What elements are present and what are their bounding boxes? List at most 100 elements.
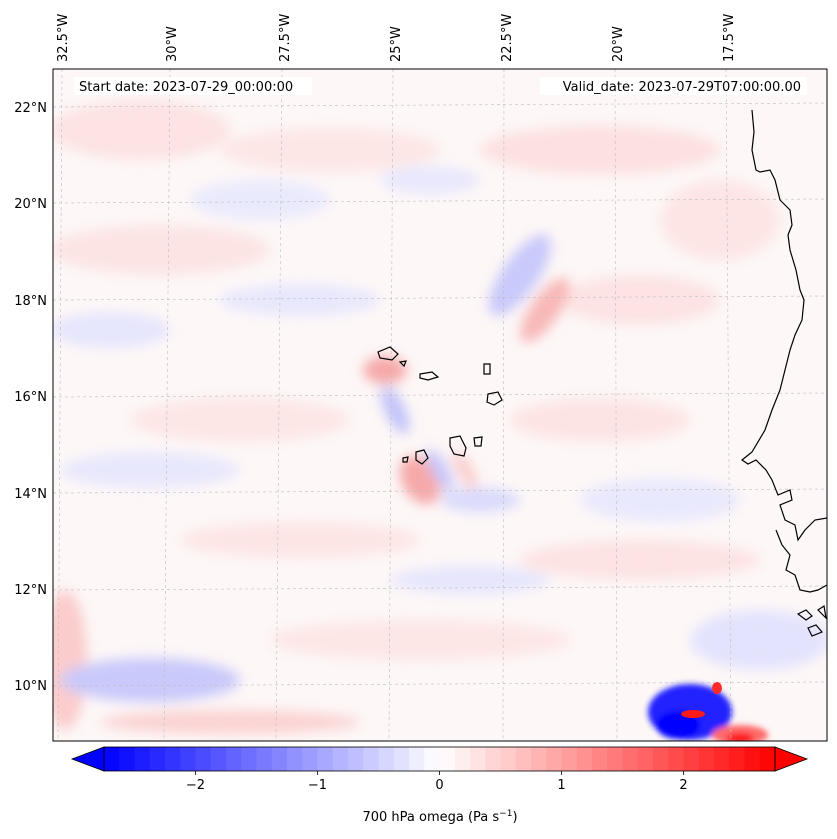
colorbar-segment: [363, 747, 380, 771]
colorbar-segment: [668, 747, 685, 771]
colorbar-title: 700 hPa omega (Pa s−1): [362, 809, 517, 825]
africa-coast-south: [775, 529, 827, 593]
lon-label-17-5w: 17.5°W: [722, 14, 737, 62]
colorbar-segment: [104, 747, 120, 771]
map-panel: Start date: 2023-07-29_00:00:00 Valid_da…: [53, 69, 827, 741]
gridlines: [53, 69, 827, 741]
colorbar-segment: [744, 747, 761, 771]
map-frame: [52, 68, 828, 742]
red-core-2: [712, 682, 722, 694]
colorbar-segment: [348, 747, 364, 771]
santo-antao: [377, 346, 399, 361]
boa-vista: [486, 391, 503, 406]
colorbar-segment: [637, 747, 654, 771]
maio: [473, 436, 483, 447]
sal: [483, 363, 491, 375]
bissagos-3: [817, 604, 827, 620]
colorbar-tick-label: 0: [435, 778, 443, 793]
longitude-labels: 32.5°W 30°W 27.5°W 25°W 22.5°W 20°W 17.5…: [56, 14, 737, 62]
valid-date-bg: [540, 77, 807, 95]
colorbar-segment: [470, 747, 486, 771]
colorbar-tick-label: −2: [186, 778, 205, 793]
colorbar: −2 −1 0 1 2 700 hPa omega (Pa s−1): [70, 746, 809, 825]
colorbar-title-end: ): [512, 810, 517, 825]
colorbar-segment: [592, 747, 608, 771]
colorbar-segment: [226, 747, 242, 771]
colorbar-segment: [424, 747, 441, 771]
colorbar-segment: [515, 747, 532, 771]
colorbar-segment: [683, 747, 700, 771]
colorbar-segment: [302, 747, 319, 771]
bissagos: [796, 609, 813, 621]
lat-label-14n: 14°N: [14, 487, 47, 502]
lat-label-18n: 18°N: [14, 294, 47, 309]
colorbar-segment: [393, 747, 410, 771]
colorbar-segment: [271, 747, 288, 771]
sao-nicolau: [419, 371, 440, 381]
colorbar-min-extend-arrow: [70, 746, 105, 772]
colorbar-segment: [546, 747, 563, 771]
santiago: [449, 435, 467, 457]
colorbar-segment: [134, 747, 151, 771]
colorbar-title-main: 700 hPa omega (Pa s: [362, 810, 499, 825]
colorbar-segment: [287, 747, 303, 771]
lon-label-27-5w: 27.5°W: [278, 14, 293, 62]
lon-label-30w: 30°W: [165, 26, 180, 62]
colorbar-tick-label: 1: [557, 778, 565, 793]
red-core: [681, 710, 705, 718]
colorbar-tick-label: −1: [308, 778, 327, 793]
colorbar-ticks: −2 −1 0 1 2: [186, 771, 688, 793]
colorbar-segment: [439, 747, 456, 771]
sao-vicente: [398, 360, 407, 368]
colorbar-segment: [622, 747, 639, 771]
colorbar-segment: [119, 747, 136, 771]
colorbar-segment: [165, 747, 181, 771]
colorbar-segment: [149, 747, 166, 771]
lon-label-32-5w: 32.5°W: [56, 14, 71, 62]
colorbar-segment: [332, 747, 349, 771]
coastlines: [377, 109, 827, 637]
colorbar-segment: [180, 747, 197, 771]
colorbar-segments: [104, 747, 776, 771]
colorbar-segment: [256, 747, 273, 771]
fogo: [415, 449, 429, 465]
colorbar-title-exponent: −1: [499, 809, 512, 819]
africa-coast: [740, 109, 827, 542]
colorbar-segment: [241, 747, 258, 771]
omega-field: [53, 100, 827, 734]
lon-label-25w: 25°W: [389, 26, 404, 62]
colorbar-segment: [195, 747, 212, 771]
brava: [402, 456, 409, 463]
lat-label-12n: 12°N: [14, 583, 47, 598]
lon-label-20w: 20°W: [611, 26, 626, 62]
colorbar-segment: [576, 747, 593, 771]
start-date-bg: [74, 77, 312, 95]
colorbar-segment: [210, 747, 227, 771]
valid-date-label: Valid_date: 2023-07-29T07:00:00.00: [563, 80, 801, 95]
colorbar-segment: [561, 747, 578, 771]
colorbar-segment: [714, 747, 730, 771]
colorbar-max-extend-arrow: [774, 746, 809, 772]
colorbar-segment: [729, 747, 746, 771]
colorbar-segment: [317, 747, 334, 771]
colorbar-segment: [378, 747, 395, 771]
lat-label-20n: 20°N: [14, 197, 47, 212]
colorbar-segment: [454, 747, 471, 771]
lat-label-16n: 16°N: [14, 390, 47, 405]
start-date-label: Start date: 2023-07-29_00:00:00: [79, 80, 293, 95]
colorbar-segment: [607, 747, 624, 771]
colorbar-segment: [653, 747, 669, 771]
colorbar-segment: [698, 747, 715, 771]
colorbar-segment: [485, 747, 502, 771]
colorbar-segment: [759, 747, 776, 771]
lon-label-22-5w: 22.5°W: [500, 14, 515, 62]
latitude-labels: 22°N 20°N 18°N 16°N 14°N 12°N 10°N: [14, 101, 47, 694]
lat-label-22n: 22°N: [14, 101, 47, 116]
colorbar-segment: [531, 747, 547, 771]
bissagos-2: [807, 624, 824, 637]
colorbar-segment: [409, 747, 425, 771]
lat-label-10n: 10°N: [14, 679, 47, 694]
colorbar-tick-label: 2: [679, 778, 687, 793]
colorbar-segment: [500, 747, 517, 771]
